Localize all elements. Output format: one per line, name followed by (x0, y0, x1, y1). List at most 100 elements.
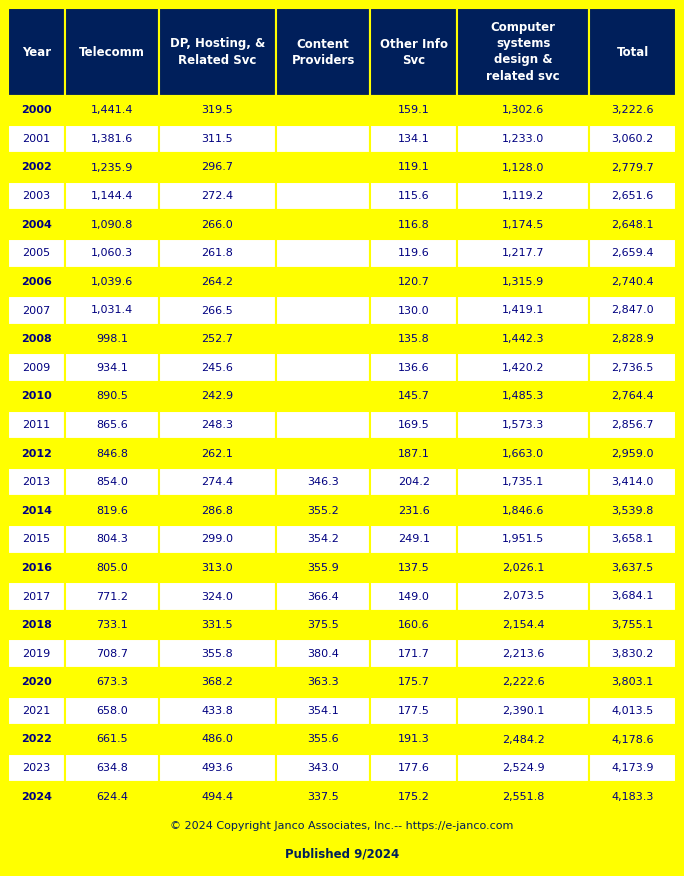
Bar (276, 725, 370, 754)
Text: 1,233.0: 1,233.0 (502, 134, 544, 144)
Bar (64, 96, 159, 124)
Text: 177.6: 177.6 (398, 763, 430, 774)
Text: 331.5: 331.5 (202, 620, 233, 630)
Bar (8, 583, 64, 611)
Bar (370, 124, 457, 153)
Bar (64, 210, 159, 239)
Bar (589, 611, 676, 639)
Bar (159, 611, 276, 639)
Bar (276, 525, 370, 554)
Text: 2019: 2019 (22, 649, 51, 659)
Text: 1,735.1: 1,735.1 (502, 477, 544, 487)
Bar (159, 411, 276, 439)
Text: 245.6: 245.6 (202, 363, 233, 372)
Bar (8, 754, 64, 782)
Bar (159, 525, 276, 554)
Bar (370, 639, 457, 668)
Text: 1,235.9: 1,235.9 (90, 163, 133, 173)
Bar (457, 639, 589, 668)
Text: 2000: 2000 (21, 105, 51, 116)
Bar (589, 497, 676, 525)
Text: 2007: 2007 (22, 306, 51, 315)
Bar (589, 668, 676, 696)
Text: 2,651.6: 2,651.6 (611, 191, 654, 201)
Bar (457, 124, 589, 153)
Bar (276, 210, 370, 239)
Bar (159, 210, 276, 239)
Text: 890.5: 890.5 (96, 392, 128, 401)
Bar (159, 782, 276, 811)
Text: 249.1: 249.1 (397, 534, 430, 544)
Bar (589, 583, 676, 611)
Text: 299.0: 299.0 (202, 534, 233, 544)
Bar (370, 583, 457, 611)
Text: 266.0: 266.0 (202, 220, 233, 230)
Bar (370, 468, 457, 497)
Bar (589, 696, 676, 725)
Text: 2,524.9: 2,524.9 (502, 763, 544, 774)
Text: 120.7: 120.7 (398, 277, 430, 287)
Bar (276, 96, 370, 124)
Bar (159, 296, 276, 325)
Bar (64, 296, 159, 325)
Text: 116.8: 116.8 (398, 220, 430, 230)
Text: 658.0: 658.0 (96, 706, 128, 716)
Text: 177.5: 177.5 (398, 706, 430, 716)
Text: 160.6: 160.6 (398, 620, 430, 630)
Bar (64, 8, 159, 96)
Text: 2017: 2017 (22, 591, 51, 602)
Bar (276, 583, 370, 611)
Text: 2016: 2016 (21, 563, 52, 573)
Bar (370, 267, 457, 296)
Text: 3,539.8: 3,539.8 (611, 505, 654, 516)
Bar (8, 267, 64, 296)
Text: 3,684.1: 3,684.1 (611, 591, 654, 602)
Text: 486.0: 486.0 (202, 734, 233, 745)
Text: 1,031.4: 1,031.4 (91, 306, 133, 315)
Text: 355.2: 355.2 (307, 505, 339, 516)
Text: 2,659.4: 2,659.4 (611, 248, 654, 258)
Bar (159, 468, 276, 497)
Text: 3,755.1: 3,755.1 (611, 620, 654, 630)
Text: Telecomm: Telecomm (79, 46, 145, 59)
Bar (276, 754, 370, 782)
Bar (64, 353, 159, 382)
Bar (64, 382, 159, 411)
Bar (370, 325, 457, 353)
Text: 137.5: 137.5 (398, 563, 430, 573)
Text: 149.0: 149.0 (398, 591, 430, 602)
Bar (64, 696, 159, 725)
Bar (64, 639, 159, 668)
Bar (370, 411, 457, 439)
Bar (457, 267, 589, 296)
Text: 854.0: 854.0 (96, 477, 128, 487)
Bar (159, 725, 276, 754)
Text: 272.4: 272.4 (201, 191, 233, 201)
Bar (64, 725, 159, 754)
Bar (159, 382, 276, 411)
Bar (370, 296, 457, 325)
Bar (276, 153, 370, 182)
Bar (589, 639, 676, 668)
Text: 934.1: 934.1 (96, 363, 128, 372)
Bar (457, 382, 589, 411)
Text: 3,060.2: 3,060.2 (611, 134, 654, 144)
Text: 135.8: 135.8 (398, 334, 430, 344)
Bar (370, 382, 457, 411)
Bar (370, 611, 457, 639)
Bar (457, 754, 589, 782)
Text: 1,144.4: 1,144.4 (90, 191, 133, 201)
Text: 355.9: 355.9 (307, 563, 339, 573)
Text: 771.2: 771.2 (96, 591, 128, 602)
Text: 2,779.7: 2,779.7 (611, 163, 654, 173)
Text: 2,959.0: 2,959.0 (611, 449, 654, 458)
Text: 286.8: 286.8 (202, 505, 233, 516)
Text: 1,060.3: 1,060.3 (91, 248, 133, 258)
Text: 1,951.5: 1,951.5 (502, 534, 544, 544)
Text: 1,485.3: 1,485.3 (502, 392, 544, 401)
Bar (457, 497, 589, 525)
Text: 2023: 2023 (22, 763, 51, 774)
Bar (457, 468, 589, 497)
Text: 2,740.4: 2,740.4 (611, 277, 654, 287)
Text: 2013: 2013 (23, 477, 51, 487)
